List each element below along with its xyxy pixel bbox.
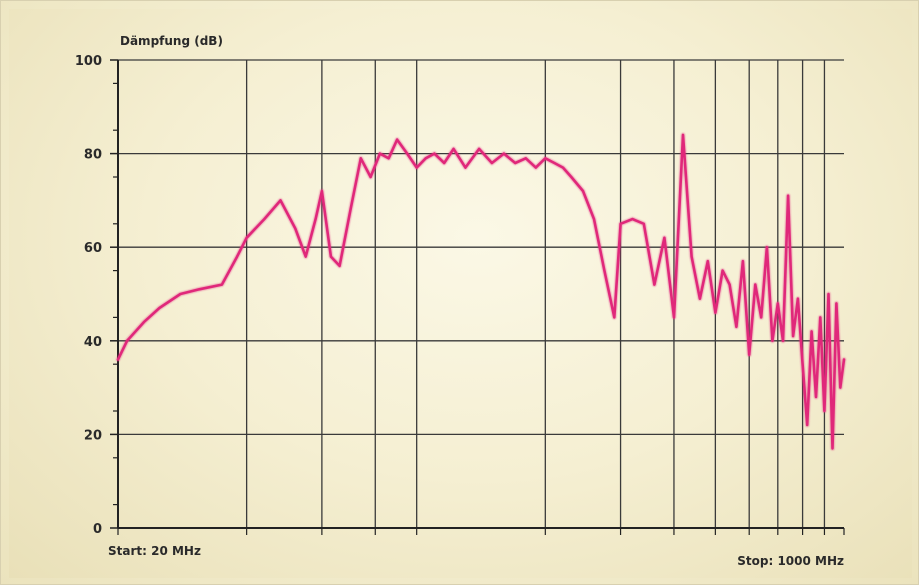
series-line bbox=[116, 133, 846, 450]
start-label: Start: 20 MHz bbox=[108, 544, 201, 558]
y-tick-label: 100 bbox=[75, 54, 102, 69]
series-line-halo bbox=[115, 132, 847, 451]
y-tick-label: 20 bbox=[84, 428, 102, 443]
y-tick-label: 0 bbox=[93, 522, 102, 537]
grid bbox=[118, 59, 844, 528]
y-tick-label: 80 bbox=[84, 148, 102, 163]
y-tick-label: 60 bbox=[84, 241, 102, 256]
stop-label: Stop: 1000 MHz bbox=[737, 554, 844, 568]
y-tick-label: 40 bbox=[84, 335, 102, 350]
series-layer bbox=[115, 132, 847, 451]
y-axis-title: Dämpfung (dB) bbox=[120, 34, 223, 48]
axes: 0 20 40 60 80 100 bbox=[75, 54, 845, 537]
labels: Dämpfung (dB) Start: 20 MHz Stop: 1000 M… bbox=[108, 34, 844, 568]
